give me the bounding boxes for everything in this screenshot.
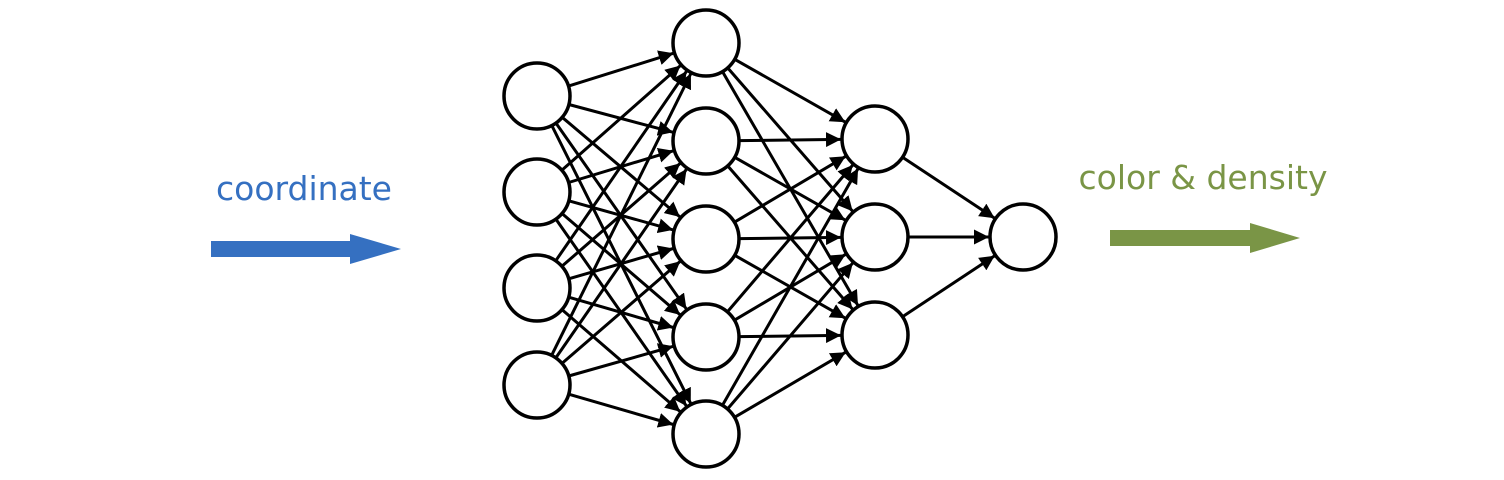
edge-input-layer-4-to-hidden-layer-1-3 — [561, 260, 682, 365]
edge-input-layer-1-to-hidden-layer-1-1 — [568, 50, 675, 88]
input-arrow — [211, 234, 401, 264]
hidden-layer-2-node-2 — [840, 202, 910, 272]
input-layer-node-1 — [502, 61, 572, 131]
network-nodes — [502, 8, 1058, 469]
edge-hidden-layer-2-1-to-output-layer-1 — [901, 155, 996, 220]
input-layer-node-4 — [502, 350, 572, 420]
output-layer-node-1 — [988, 202, 1058, 272]
edge-input-layer-4-to-hidden-layer-1-4 — [568, 343, 674, 378]
hidden-layer-1-node-1 — [671, 8, 741, 78]
edge-input-layer-2-to-hidden-layer-1-1 — [560, 64, 682, 172]
edge-hidden-layer-1-3-to-hidden-layer-2-1 — [733, 155, 847, 224]
edge-hidden-layer-1-5-to-hidden-layer-2-3 — [733, 350, 847, 419]
output-label-color-density: color & density — [1079, 158, 1328, 197]
edge-hidden-layer-1-1-to-hidden-layer-2-1 — [733, 57, 847, 124]
hidden-layer-1-node-5 — [671, 399, 741, 469]
hidden-layer-2-node-3 — [840, 300, 910, 370]
output-arrow — [1110, 223, 1300, 253]
hidden-layer-1-node-2 — [671, 106, 741, 176]
edge-hidden-layer-1-4-to-hidden-layer-2-1 — [726, 163, 855, 313]
input-layer-node-2 — [502, 157, 572, 227]
edge-input-layer-3-to-hidden-layer-1-1 — [554, 70, 688, 262]
hidden-layer-1-node-4 — [671, 302, 741, 372]
edge-hidden-layer-1-2-to-hidden-layer-2-1 — [738, 132, 842, 148]
connection-edges — [550, 50, 996, 428]
input-layer-node-3 — [502, 253, 572, 323]
edge-input-layer-4-to-hidden-layer-1-1 — [550, 72, 693, 357]
hidden-layer-1-node-3 — [671, 204, 741, 274]
edge-hidden-layer-1-5-to-hidden-layer-2-1 — [721, 167, 860, 407]
hidden-layer-2-node-1 — [840, 104, 910, 174]
edge-input-layer-4-to-hidden-layer-1-5 — [568, 392, 674, 428]
edge-input-layer-4-to-hidden-layer-1-2 — [554, 168, 688, 359]
edge-hidden-layer-2-3-to-output-layer-1 — [901, 254, 996, 319]
input-label-coordinate: coordinate — [216, 169, 392, 208]
edge-hidden-layer-1-5-to-hidden-layer-2-2 — [726, 261, 855, 410]
